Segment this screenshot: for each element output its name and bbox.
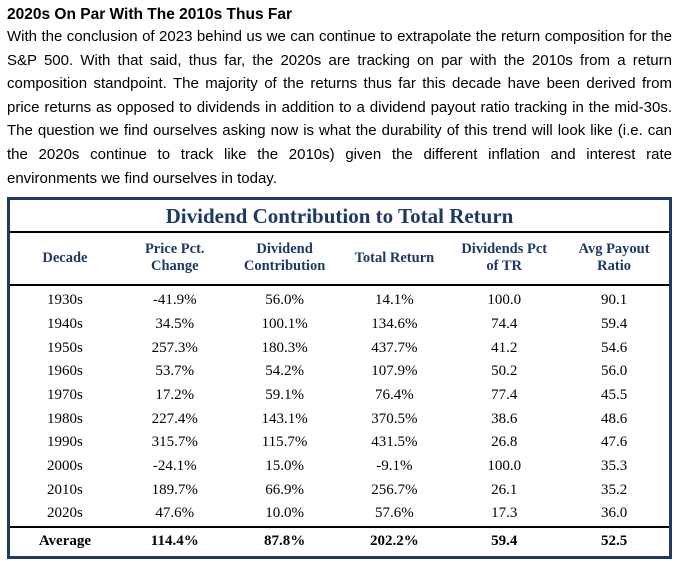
table-cell: 35.2 — [600, 481, 628, 498]
page-title: 2020s On Par With The 2010s Thus Far — [7, 6, 292, 23]
table-cell: 77.4 — [491, 386, 518, 403]
column-header-avg-payout-ratio: Avg Payout Ratio — [559, 233, 669, 287]
table-cell: 76.4% — [375, 386, 414, 403]
table-cell: 100.1% — [261, 315, 308, 332]
table-row: 1930s -41.9% 56.0% 14.1% 100.0 90.1 — [10, 285, 669, 313]
table-cell: 257.3% — [151, 339, 198, 356]
table-cell: 1940s — [46, 315, 83, 332]
header-row: Decade Price Pct. Change Dividend Contri… — [10, 233, 669, 287]
average-row: Average 114.4% 87.8% 202.2% 59.4 52.5 — [10, 526, 669, 557]
table-cell: 17.3 — [491, 505, 518, 522]
table-cell: 45.5 — [600, 386, 628, 403]
column-header-total-return: Total Return — [339, 233, 450, 287]
table-cell: 54.2% — [265, 363, 304, 380]
table-footer: Average 114.4% 87.8% 202.2% 59.4 52.5 — [10, 526, 669, 557]
table-cell: 1980s — [46, 410, 83, 427]
column-header-dividends-pct-of-tr: Dividends Pct of TR — [449, 233, 560, 287]
table-cell: -24.1% — [152, 458, 197, 475]
average-label: Average — [10, 526, 120, 557]
table-cell: 10.0% — [265, 505, 304, 522]
table-header: Decade Price Pct. Change Dividend Contri… — [10, 233, 669, 287]
table-cell: 41.2 — [491, 339, 518, 356]
table-cell: 48.6 — [600, 410, 628, 427]
table-cell: 38.6 — [491, 410, 518, 427]
table-cell: 50.2 — [491, 363, 518, 380]
table-cell: 256.7% — [371, 481, 418, 498]
table-cell: 100.0 — [487, 292, 522, 309]
column-header-price-pct-change: Price Pct. Change — [119, 233, 230, 287]
table-cell: 1930s — [46, 292, 83, 309]
table-cell: 1970s — [46, 386, 83, 403]
table-cell: 107.9% — [371, 363, 418, 380]
average-dividends-pct-of-tr: 59.4 — [449, 526, 560, 557]
table-row: 2000s -24.1% 15.0% -9.1% 100.0 35.3 — [10, 455, 669, 479]
table-row: 1970s 17.2% 59.1% 76.4% 77.4 45.5 — [10, 384, 669, 408]
table-cell: 56.0% — [265, 292, 304, 309]
table-cell: 134.6% — [371, 315, 418, 332]
table-cell: 53.7% — [155, 363, 195, 380]
table-body: 1930s -41.9% 56.0% 14.1% 100.0 90.1 1940s 34.5%… — [10, 285, 669, 527]
table-cell: 180.3% — [261, 339, 308, 356]
average-dividend-contribution: 87.8% — [229, 526, 340, 557]
table-cell: 56.0 — [600, 363, 628, 380]
average-total-return: 202.2% — [339, 526, 450, 557]
article-paragraph: With the conclusion of 2023 behind us we… — [7, 28, 672, 187]
table-cell: 1960s — [46, 363, 83, 380]
table-cell: 100.0 — [487, 458, 522, 475]
table-cell: -9.1% — [376, 458, 413, 475]
column-header-dividend-contribution: Dividend Contribution — [229, 233, 340, 287]
table-cell: 26.1 — [491, 481, 518, 498]
table-row: 1940s 34.5% 100.1% 134.6% 74.4 59.4 — [10, 313, 669, 337]
table-cell: 1990s — [46, 434, 83, 451]
table-cell: 74.4 — [491, 315, 518, 332]
table-cell: 1950s — [46, 339, 83, 356]
table-cell: 47.6 — [600, 434, 628, 451]
table-row: 2010s 189.7% 66.9% 256.7% 26.1 35.2 — [10, 479, 669, 503]
table-cell: 47.6% — [155, 505, 195, 522]
table-cell: 26.8 — [491, 434, 518, 451]
table-cell: 315.7% — [151, 434, 198, 451]
table-cell: 437.7% — [371, 339, 418, 356]
table-cell: 59.1% — [265, 386, 304, 403]
table-cell: 189.7% — [151, 481, 198, 498]
table-row: 1990s 315.7% 115.7% 431.5% 26.8 47.6 — [10, 431, 669, 455]
dividend-contribution-table: Dividend Contribution to Total Return De… — [7, 197, 672, 560]
data-table: Decade Price Pct. Change Dividend Contri… — [10, 233, 669, 557]
table-cell: 57.6% — [375, 505, 414, 522]
average-price-pct-change: 114.4% — [119, 526, 230, 557]
table-cell: 66.9% — [265, 481, 304, 498]
table-cell: 431.5% — [371, 434, 418, 451]
table-cell: 15.0% — [265, 458, 304, 475]
table-cell: 227.4% — [151, 410, 198, 427]
table-cell: 17.2% — [155, 386, 195, 403]
table-cell: 2020s — [46, 505, 83, 522]
table-row: 1980s 227.4% 143.1% 370.5% 38.6 48.6 — [10, 408, 669, 432]
table-cell: 115.7% — [261, 434, 308, 451]
table-cell: 54.6 — [600, 339, 628, 356]
table-cell: 14.1% — [375, 292, 414, 309]
average-avg-payout-ratio: 52.5 — [559, 526, 669, 557]
table-cell: 36.0 — [600, 505, 628, 522]
table-cell: 90.1 — [600, 292, 628, 309]
table-cell: 143.1% — [261, 410, 308, 427]
table-row: 1960s 53.7% 54.2% 107.9% 50.2 56.0 — [10, 360, 669, 384]
table-title: Dividend Contribution to Total Return — [10, 200, 669, 234]
table-cell: 59.4 — [600, 315, 628, 332]
table-cell: 2010s — [46, 481, 83, 498]
table-row: 2020s 47.6% 10.0% 57.6% 17.3 36.0 — [10, 502, 669, 527]
table-row: 1950s 257.3% 180.3% 437.7% 41.2 54.6 — [10, 337, 669, 361]
table-cell: 35.3 — [600, 458, 628, 475]
table-cell: 34.5% — [155, 315, 195, 332]
table-cell: 2000s — [46, 458, 83, 475]
table-cell: 370.5% — [371, 410, 418, 427]
table-cell: -41.9% — [152, 292, 197, 309]
column-header-decade: Decade — [10, 233, 120, 287]
